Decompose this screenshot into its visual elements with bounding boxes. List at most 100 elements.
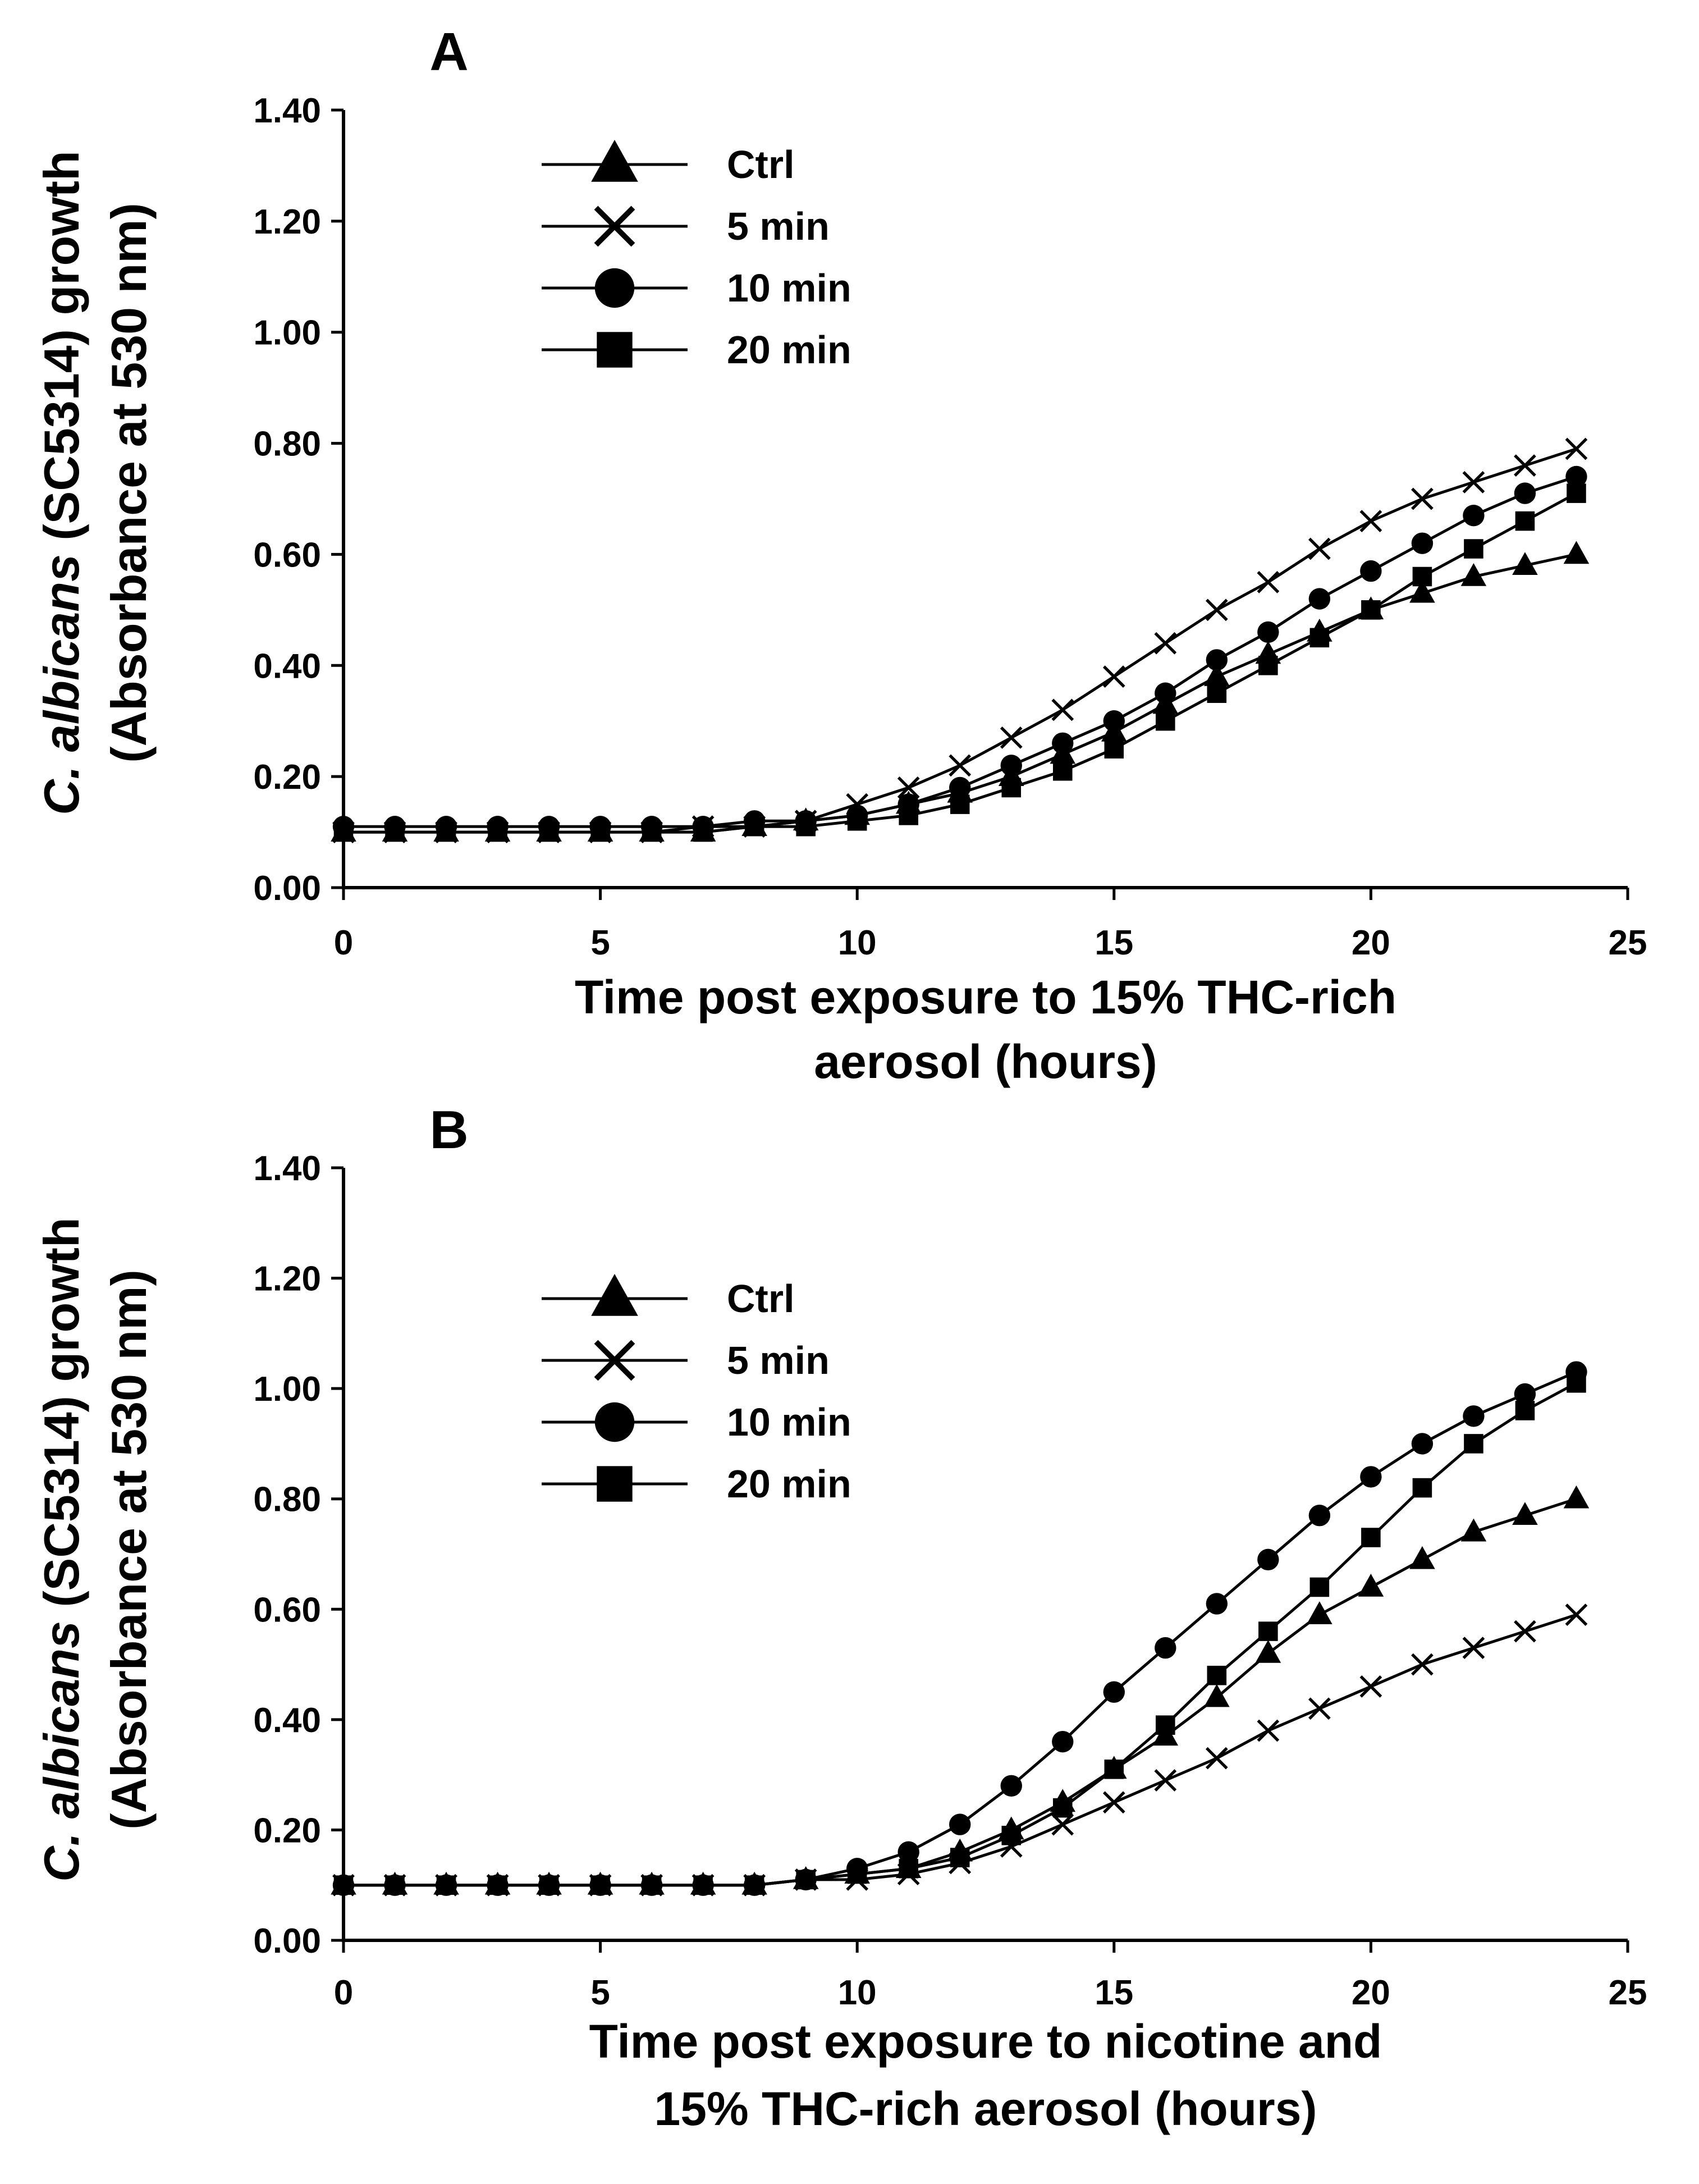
data-point — [590, 822, 610, 842]
data-point — [1563, 541, 1590, 564]
y-tick-label: 0.80 — [253, 425, 321, 464]
data-point — [1361, 600, 1381, 620]
legend-label: Ctrl — [727, 1277, 795, 1321]
data-point — [539, 822, 559, 842]
data-point — [1515, 1401, 1535, 1420]
y-axis-title-strain: (SC5314) growth — [34, 150, 89, 554]
x-axis-title-line: 15% THC-rich aerosol (hours) — [654, 2082, 1317, 2135]
y-tick-label: 0.00 — [253, 869, 321, 908]
data-point — [1512, 1502, 1538, 1525]
data-point — [1514, 482, 1536, 504]
data-point — [1463, 1405, 1485, 1427]
data-point — [1515, 511, 1535, 531]
y-tick-label: 0.00 — [253, 1922, 321, 1961]
y-axis-title: C. albicans (SC5314) growth — [34, 1217, 89, 1881]
data-point — [1565, 465, 1587, 488]
y-axis-title-units: (Absorbance at 530 nm) — [101, 1269, 157, 1830]
y-tick-label: 1.00 — [253, 314, 321, 353]
data-point — [1409, 1546, 1435, 1569]
data-point — [1308, 537, 1331, 560]
legend-label: 5 min — [727, 204, 830, 248]
legend-label: Ctrl — [727, 143, 795, 186]
y-tick-label: 0.80 — [253, 1481, 321, 1519]
data-point — [1412, 1478, 1432, 1498]
panel-A: 0.00 0.20 0.40 0.60 0.80 1.00 1.20 1.40 0 5 10 15 20… — [34, 22, 1647, 1088]
data-point — [1460, 563, 1487, 586]
data-point — [642, 822, 662, 842]
data-point — [1258, 1621, 1278, 1641]
series-10-min — [332, 465, 1587, 838]
panel-letter: A — [429, 22, 468, 82]
data-point — [1102, 1791, 1125, 1814]
legend-marker-square — [597, 1466, 633, 1502]
data-point — [1204, 663, 1230, 686]
y-tick-label: 0.60 — [253, 536, 321, 574]
y-tick-label: 0.60 — [253, 1591, 321, 1629]
y-tick-label: 0.40 — [253, 647, 321, 686]
data-point — [385, 1875, 405, 1895]
data-point — [1512, 552, 1538, 575]
y-tick-label: 1.40 — [253, 1149, 321, 1188]
data-point — [539, 1875, 559, 1895]
y-tick-label: 1.40 — [253, 92, 321, 130]
x-tick-label: 10 — [838, 1973, 877, 2012]
data-point — [1258, 656, 1278, 675]
data-point — [1053, 761, 1073, 781]
data-point — [436, 1875, 456, 1895]
data-point — [949, 1813, 971, 1835]
data-point — [897, 1841, 919, 1863]
data-point — [1000, 755, 1022, 776]
data-point — [1464, 1434, 1483, 1454]
data-point — [950, 794, 970, 814]
data-point — [1255, 1639, 1281, 1663]
data-point — [847, 1864, 867, 1884]
data-point — [1361, 1528, 1381, 1547]
data-point — [899, 1858, 918, 1879]
legend-marker-circle — [594, 268, 635, 308]
data-point — [1156, 1715, 1175, 1735]
data-point — [1051, 1813, 1074, 1836]
legend-marker-triangle — [591, 140, 638, 182]
y-axis-title-units: (Absorbance at 530 nm) — [101, 203, 157, 763]
data-point — [1053, 1798, 1073, 1818]
series-20-min — [333, 1373, 1586, 1895]
data-point — [1462, 1637, 1485, 1659]
legend-marker-x — [594, 205, 635, 247]
data-point — [1257, 571, 1280, 593]
data-point — [1156, 711, 1175, 731]
data-point — [1206, 1593, 1228, 1615]
data-point — [847, 811, 867, 831]
data-point — [949, 776, 971, 799]
x-tick-label: 20 — [1352, 924, 1390, 962]
data-point — [1412, 566, 1432, 587]
data-point — [899, 806, 918, 825]
y-tick-label: 0.20 — [253, 1811, 321, 1850]
x-tick-label: 5 — [590, 924, 610, 962]
panel-B: 0.00 0.20 0.40 0.60 0.80 1.00 1.20 1.40 0 5 10 15 20… — [34, 1100, 1647, 2135]
data-point — [1464, 539, 1483, 559]
y-axis-title: C. albicans (SC5314) growth — [34, 150, 89, 815]
y-tick-label: 0.40 — [253, 1701, 321, 1740]
data-point — [488, 822, 507, 842]
data-point — [1359, 1675, 1382, 1698]
legend: Ctrl 5 min 10 min 20 min — [542, 1274, 851, 1506]
data-point — [744, 1875, 764, 1895]
series-line — [344, 447, 1577, 834]
x-tick-label: 15 — [1094, 1973, 1133, 2012]
data-point — [1207, 1665, 1227, 1685]
data-point — [1154, 1769, 1177, 1792]
data-point — [1567, 1373, 1586, 1393]
data-point — [1204, 1684, 1230, 1707]
x-tick-label: 5 — [590, 1973, 610, 2012]
data-point — [1103, 1681, 1125, 1703]
x-tick-label: 20 — [1352, 1973, 1390, 2012]
data-point — [1409, 579, 1435, 603]
legend-marker-x — [594, 1340, 635, 1381]
data-point — [949, 754, 972, 777]
data-point — [590, 1875, 610, 1895]
series-20-min — [333, 483, 1586, 842]
data-point — [1411, 532, 1434, 554]
legend-label: 10 min — [727, 266, 851, 310]
data-point — [1360, 1466, 1382, 1488]
